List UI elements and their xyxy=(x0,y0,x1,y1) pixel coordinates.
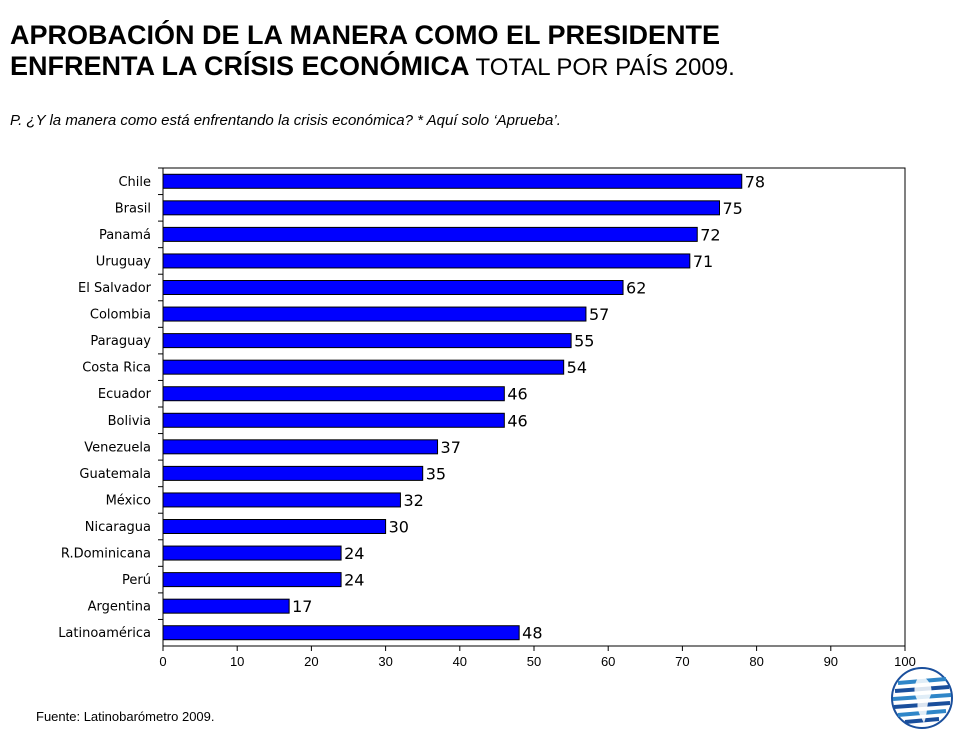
data-label: 24 xyxy=(344,544,364,563)
category-label: México xyxy=(106,493,151,508)
data-label: 46 xyxy=(507,411,527,430)
bar-10 xyxy=(162,439,439,455)
title-line-1: APROBACIÓN DE LA MANERA COMO EL PRESIDEN… xyxy=(10,20,721,50)
category-label: Latinoamérica xyxy=(58,626,151,641)
bar-14 xyxy=(162,545,342,561)
survey-question: P. ¿Y la manera como está enfrentando la… xyxy=(10,112,561,129)
x-tick-label: 70 xyxy=(675,654,689,669)
chart-title: APROBACIÓN DE LA MANERA COMO EL PRESIDEN… xyxy=(10,20,735,83)
x-tick-label: 60 xyxy=(601,654,615,669)
bar-2 xyxy=(162,226,698,242)
data-label: 75 xyxy=(723,199,743,218)
category-label: Ecuador xyxy=(98,387,152,402)
bar-17 xyxy=(162,625,520,641)
x-tick-label: 50 xyxy=(527,654,541,669)
category-label: Guatemala xyxy=(79,467,151,482)
category-label: Brasil xyxy=(115,201,151,216)
category-label: Paraguay xyxy=(90,334,151,349)
data-label: 72 xyxy=(700,225,720,244)
bar-15 xyxy=(162,572,342,588)
data-label: 54 xyxy=(567,358,587,377)
bar-4 xyxy=(162,280,624,295)
data-label: 32 xyxy=(403,491,423,510)
data-label: 24 xyxy=(344,571,364,590)
title-line-2-main: ENFRENTA LA CRÍSIS ECONÓMICA xyxy=(10,51,470,81)
bar-7 xyxy=(162,359,565,375)
data-label: 17 xyxy=(292,597,312,616)
data-label: 62 xyxy=(626,279,646,298)
x-tick-label: 0 xyxy=(159,654,166,669)
x-tick-label: 30 xyxy=(378,654,392,669)
title-line-2: ENFRENTA LA CRÍSIS ECONÓMICA TOTAL POR PA… xyxy=(10,51,735,83)
data-label: 78 xyxy=(745,172,765,191)
bar-1 xyxy=(162,200,720,216)
data-label: 48 xyxy=(522,624,542,643)
data-label: 55 xyxy=(574,332,594,351)
bar-9 xyxy=(162,412,505,428)
bar-5 xyxy=(162,306,587,322)
category-label: El Salvador xyxy=(78,281,152,296)
chart-subtitle: TOTAL POR PAÍS 2009. xyxy=(475,54,735,81)
bar-6 xyxy=(162,333,572,349)
data-label: 35 xyxy=(426,464,446,483)
category-label: Chile xyxy=(118,175,151,190)
x-tick-label: 90 xyxy=(824,654,838,669)
x-tick-label: 100 xyxy=(894,654,916,669)
category-label: Nicaragua xyxy=(85,520,151,535)
category-label: Uruguay xyxy=(96,254,152,269)
data-label: 57 xyxy=(589,305,609,324)
category-label: R.Dominicana xyxy=(61,547,151,562)
x-tick-label: 80 xyxy=(749,654,763,669)
category-label: Perú xyxy=(122,573,151,588)
bar-12 xyxy=(162,492,401,508)
latinobarometro-globe-logo-icon xyxy=(891,667,953,729)
data-label: 37 xyxy=(441,438,461,457)
category-label: Bolivia xyxy=(108,414,151,429)
data-label: 30 xyxy=(389,518,409,537)
category-label: Argentina xyxy=(88,600,151,615)
category-label: Panamá xyxy=(99,228,151,243)
source-note: Fuente: Latinobarómetro 2009. xyxy=(36,709,215,724)
bar-0 xyxy=(162,173,743,189)
category-label: Colombia xyxy=(90,308,151,323)
category-label: Costa Rica xyxy=(82,361,151,376)
x-tick-label: 40 xyxy=(453,654,467,669)
bar-11 xyxy=(162,465,424,481)
bar-13 xyxy=(162,519,387,534)
bar-3 xyxy=(162,253,691,269)
category-label: Venezuela xyxy=(84,440,151,455)
x-tick-label: 10 xyxy=(230,654,244,669)
bar-8 xyxy=(162,386,505,402)
data-label: 71 xyxy=(693,252,713,271)
data-label: 46 xyxy=(507,385,527,404)
bar-16 xyxy=(162,598,290,614)
x-tick-label: 20 xyxy=(304,654,318,669)
